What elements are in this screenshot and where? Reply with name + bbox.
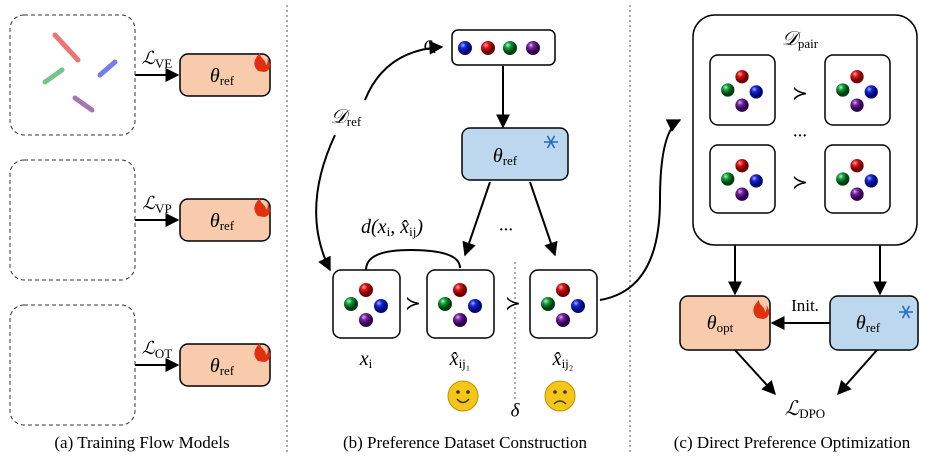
prefer-symbol: ≻: [792, 172, 808, 193]
sample-label: x̂ij₂: [552, 348, 574, 371]
subscript: ref: [503, 153, 518, 168]
ball: [468, 299, 482, 313]
subscript: VE: [155, 56, 172, 71]
ball: [481, 41, 495, 55]
subscript: ref: [866, 320, 881, 335]
boxes: [180, 15, 918, 386]
face: [545, 381, 575, 411]
ball: [526, 41, 540, 55]
ball: [374, 299, 388, 313]
subscript: pair: [798, 36, 819, 51]
ball: [836, 83, 849, 96]
init-label: Init.: [791, 296, 819, 315]
prefer-symbol: ≻: [792, 83, 808, 104]
loss-label: ℒVP: [142, 193, 172, 216]
subscript: opt: [717, 320, 734, 335]
symbol: ℒ: [785, 398, 800, 420]
symbol: d(x: [361, 216, 387, 238]
ball: [735, 188, 748, 201]
delta-label: δ: [511, 400, 521, 421]
symbol: θ: [210, 210, 220, 232]
sad-face: [545, 381, 575, 411]
symbol: ): [415, 216, 423, 238]
eye: [553, 390, 557, 394]
ball: [850, 159, 863, 172]
subscript: DPO: [799, 406, 825, 421]
symbol: θ: [210, 355, 220, 377]
symbol: ℒ: [142, 193, 156, 213]
loss-label: ℒVE: [142, 48, 172, 71]
ball: [836, 172, 849, 185]
ball: [438, 297, 452, 311]
symbol: ℒ: [142, 338, 156, 358]
ball: [750, 174, 763, 187]
symbol: x̂: [449, 348, 459, 370]
subscript: VP: [155, 201, 172, 216]
ball: [541, 297, 555, 311]
sample-label: x̂ij₁: [449, 348, 471, 371]
ball: [735, 70, 748, 83]
ball: [750, 85, 763, 98]
ball: [721, 83, 734, 96]
ellipsis: ...: [793, 120, 807, 141]
prefer-symbol: ≻: [405, 293, 421, 314]
loss-label: ℒDPO: [785, 398, 825, 421]
ball: [850, 70, 863, 83]
eye: [466, 390, 470, 394]
subscript: ij₁: [459, 356, 471, 371]
face: [448, 381, 478, 411]
ball: [344, 297, 358, 311]
ball: [735, 99, 748, 112]
sample-label: xi: [359, 348, 373, 371]
caption: (c) Direct Preference Optimization: [674, 433, 911, 452]
ball: [453, 283, 467, 297]
ball: [556, 313, 570, 327]
ball: [359, 283, 373, 297]
subscript: ij₂: [562, 356, 574, 371]
symbol: , x̂: [390, 216, 409, 238]
symbol: θ: [210, 65, 220, 87]
subscript: i: [369, 356, 373, 371]
distance-label: d(xi, x̂ij): [361, 216, 423, 239]
prefer-symbol: ≻: [505, 293, 521, 314]
subscript: ref: [220, 218, 235, 233]
subscript: ref: [220, 73, 235, 88]
ball: [453, 313, 467, 327]
symbol: ℒ: [142, 48, 156, 68]
loss-label: ℒOT: [142, 338, 172, 361]
ball: [359, 313, 373, 327]
condition-label: ci: [424, 33, 437, 56]
ball: [865, 174, 878, 187]
flow-boxes: [10, 15, 135, 425]
ball: [503, 41, 517, 55]
happy-face: [448, 381, 478, 411]
diagram: ℒVEθrefℒVPθrefℒOTθref(a) Training Flow M…: [0, 0, 951, 457]
ball: [571, 299, 585, 313]
ball: [735, 159, 748, 172]
ball: [458, 41, 472, 55]
subscript: ij: [409, 224, 416, 239]
symbol: θ: [493, 145, 503, 167]
symbol: c: [424, 33, 433, 55]
ball: [721, 172, 734, 185]
symbol: x: [359, 348, 369, 370]
ellipsis: ...: [499, 214, 513, 235]
caption: (a) Training Flow Models: [54, 433, 229, 452]
eye: [456, 390, 460, 394]
subscript: i: [433, 41, 437, 56]
subscript: OT: [155, 346, 172, 361]
dataset-label: 𝒟ref: [331, 106, 362, 129]
ball: [850, 188, 863, 201]
symbol: θ: [707, 312, 717, 334]
symbol: x̂: [552, 348, 562, 370]
ball: [556, 283, 570, 297]
ball: [865, 85, 878, 98]
symbol: θ: [856, 312, 866, 334]
subscript: ref: [347, 114, 362, 129]
eye: [563, 390, 567, 394]
ball: [850, 99, 863, 112]
subscript: ref: [220, 363, 235, 378]
caption: (b) Preference Dataset Construction: [343, 433, 588, 452]
